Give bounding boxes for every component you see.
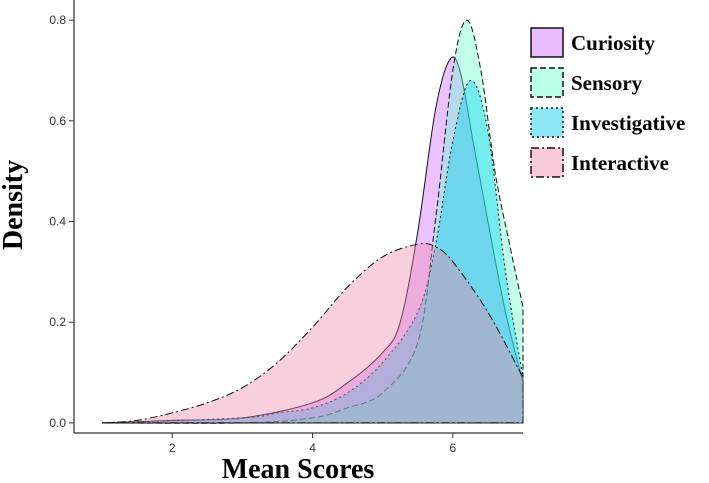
y-tick-label: 0.6 [49, 114, 66, 128]
y-tick-label: 0.4 [49, 215, 66, 229]
legend-label-sensory: Sensory [571, 71, 643, 95]
legend-swatch-sensory [530, 67, 564, 98]
y-axis-title: Density [0, 160, 29, 250]
density-area-investigative [102, 80, 524, 424]
legend-swatch-investigative [530, 107, 564, 138]
x-axis-title: Mean Scores [222, 454, 375, 483]
density-area-interactive [102, 242, 524, 424]
density-areas [102, 19, 524, 424]
density-area-sensory [102, 19, 524, 424]
legend-label-curiosity: Curiosity [571, 31, 656, 55]
legend-swatch-interactive [530, 147, 564, 178]
legend-swatch-curiosity [530, 27, 564, 58]
legend-label-interactive: Interactive [571, 151, 669, 175]
x-tick-label: 6 [450, 441, 457, 455]
y-axis-ticks: 0.0 0.2 0.4 0.6 0.8 [49, 13, 74, 430]
y-tick-label: 0.2 [49, 315, 66, 329]
axes [73, 0, 523, 434]
x-tick-label: 4 [309, 441, 316, 455]
density-area-curiosity [102, 56, 524, 424]
x-tick-label: 2 [169, 441, 176, 455]
y-tick-label: 0.0 [49, 416, 66, 430]
legend-label-investigative: Investigative [571, 111, 685, 135]
x-axis-ticks: 2 4 6 [169, 433, 457, 455]
legend: Curiosity Sensory Investigative Interactive [530, 27, 685, 178]
y-tick-label: 0.8 [49, 13, 66, 27]
